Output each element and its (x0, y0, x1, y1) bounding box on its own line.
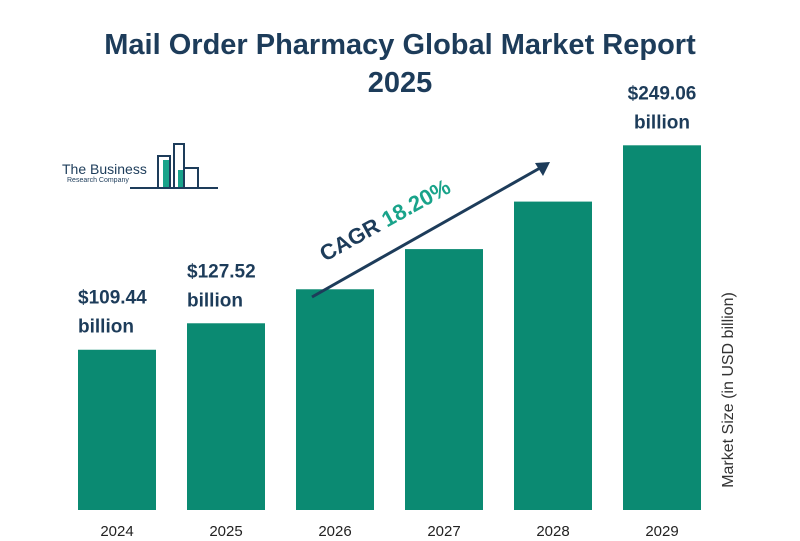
cagr-arrow-line (311, 166, 541, 299)
data-label-value-2025: $127.52 (187, 261, 256, 282)
x-tick-label-2024: 2024 (100, 523, 133, 540)
data-label-value-2024: $109.44 (78, 288, 147, 309)
data-label-value-2029: $249.06 (628, 83, 697, 104)
logo-text-line-2: Research Company (67, 177, 129, 184)
x-tick-label-2026: 2026 (318, 523, 351, 540)
y-axis-label: Market Size (in USD billion) (720, 292, 737, 488)
x-tick-label-2025: 2025 (209, 523, 242, 540)
chart-title-line-1: Mail Order Pharmacy Global Market Report (104, 29, 696, 61)
bar-2026 (296, 289, 374, 510)
cagr-arrow-head (535, 162, 550, 176)
data-label-unit-2025: billion (187, 290, 243, 311)
bar-2027 (405, 249, 483, 510)
bar-2028 (514, 201, 592, 510)
x-tick-label-2029: 2029 (645, 523, 678, 540)
bar-2025 (187, 323, 265, 510)
bar-2029 (623, 145, 701, 510)
company-logo: The Business Research Company (60, 140, 230, 195)
chart-title-line-2: 2025 (367, 67, 433, 99)
bar-2024 (78, 349, 156, 510)
x-tick-label-2027: 2027 (427, 523, 460, 540)
logo-text-line-1: The Business (62, 161, 147, 177)
chart-title: Mail Order Pharmacy Global Market Report… (60, 26, 740, 102)
data-label-unit-2024: billion (78, 317, 134, 338)
data-label-unit-2029: billion (634, 112, 690, 133)
logo-buildings-icon (130, 143, 218, 189)
x-tick-label-2028: 2028 (536, 523, 569, 540)
